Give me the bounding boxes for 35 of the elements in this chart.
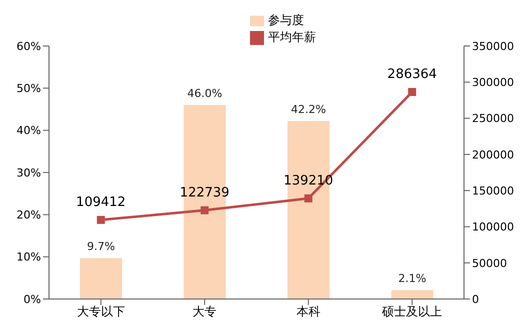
data-label: 122739: [180, 185, 230, 200]
x-tick-label: 大专以下: [76, 304, 125, 319]
y-tick-label: 50%: [16, 82, 41, 96]
y2-tick-label: 250000: [472, 112, 514, 126]
data-label: 2.1%: [398, 272, 426, 286]
point: [304, 194, 312, 202]
y-tick-label: 30%: [16, 166, 41, 180]
y2-tick-label: 50000: [472, 256, 507, 270]
data-label: 42.2%: [291, 103, 326, 116]
y2-tick-label: 200000: [472, 148, 514, 162]
y-tick-label: 0%: [24, 292, 41, 306]
y2-tick-label: 300000: [472, 76, 514, 90]
y-tick-label: 20%: [16, 208, 41, 222]
y-tick-label: 10%: [16, 250, 41, 264]
legend-label: 平均年薪: [268, 30, 316, 44]
bar: [391, 290, 434, 299]
legend-label: 参与度: [268, 13, 304, 27]
point: [408, 88, 416, 96]
data-label: 46.0%: [187, 87, 222, 100]
y2-tick-label: 150000: [472, 184, 514, 198]
y2-tick-label: 0: [472, 292, 479, 306]
data-label: 286364: [387, 67, 437, 82]
x-tick-label: 硕士及以上: [381, 304, 442, 319]
data-label: 109412: [76, 194, 126, 210]
data-label: 139210: [284, 173, 334, 188]
y-tick-label: 40%: [16, 124, 41, 138]
bar: [80, 258, 122, 299]
point: [200, 206, 209, 214]
point: [96, 216, 105, 224]
y-tick-label: 60%: [16, 40, 41, 53]
x-tick-label: 大专: [192, 304, 217, 319]
y2-tick-label: 350000: [472, 40, 514, 53]
data-label: 9.7%: [87, 240, 115, 254]
x-tick-label: 本科: [296, 304, 320, 319]
y2-tick-label: 100000: [472, 220, 514, 234]
